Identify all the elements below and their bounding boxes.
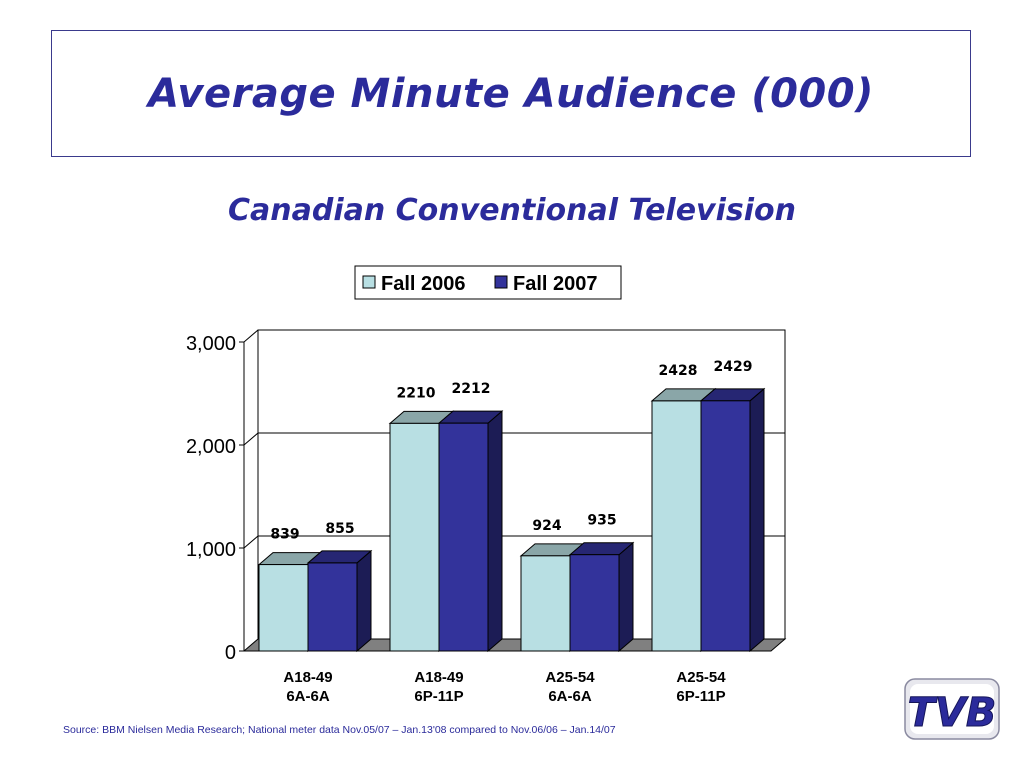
data-label: 924 [532,518,561,534]
title-box: Average Minute Audience (000) [51,30,971,157]
gridline-diagonal [243,432,259,446]
slide-title: Average Minute Audience (000) [148,70,874,117]
y-tick-label: 2,000 [186,436,236,458]
legend-swatch [362,275,376,289]
plot-left-top-edge [243,329,259,343]
data-label: 839 [270,527,299,543]
bar [520,555,571,652]
data-label: 855 [325,521,354,537]
bar [258,564,309,652]
bar [651,400,702,652]
legend-label: Fall 2006 [381,273,466,295]
gridline-diagonal [243,535,259,549]
tvb-logo: TVB [904,678,1000,740]
bar [700,400,751,652]
legend-swatch [494,275,508,289]
bar-side [356,549,372,653]
bar [569,554,620,652]
bar-side [487,410,503,653]
bar [389,422,440,652]
chart-subtitle: Canadian Conventional Television [228,193,796,228]
x-tick-label: 6A-6A [286,688,330,705]
y-tick-label: 1,000 [186,539,236,561]
data-label: 2212 [452,381,491,397]
x-tick-label: 6A-6A [548,688,592,705]
bar-side [618,541,634,653]
legend-label: Fall 2007 [513,273,598,295]
data-label: 935 [587,513,616,529]
bar [438,422,489,652]
y-tick-label: 0 [225,642,236,664]
bar-side [749,387,765,653]
source-note: Source: BBM Nielsen Media Research; Nati… [63,724,616,736]
tvb-logo-text: TVB [908,690,997,736]
x-tick-label: A25-54 [545,669,595,686]
data-label: 2210 [397,385,436,401]
x-tick-label: 6P-11P [676,688,725,705]
x-tick-label: A18-49 [283,669,332,686]
bar [307,562,358,652]
data-label: 2429 [714,359,753,375]
y-tick-label: 3,000 [186,333,236,355]
x-tick-label: A25-54 [676,669,726,686]
legend [354,265,622,300]
data-label: 2428 [659,363,698,379]
x-tick-label: 6P-11P [414,688,463,705]
x-tick-label: A18-49 [414,669,463,686]
